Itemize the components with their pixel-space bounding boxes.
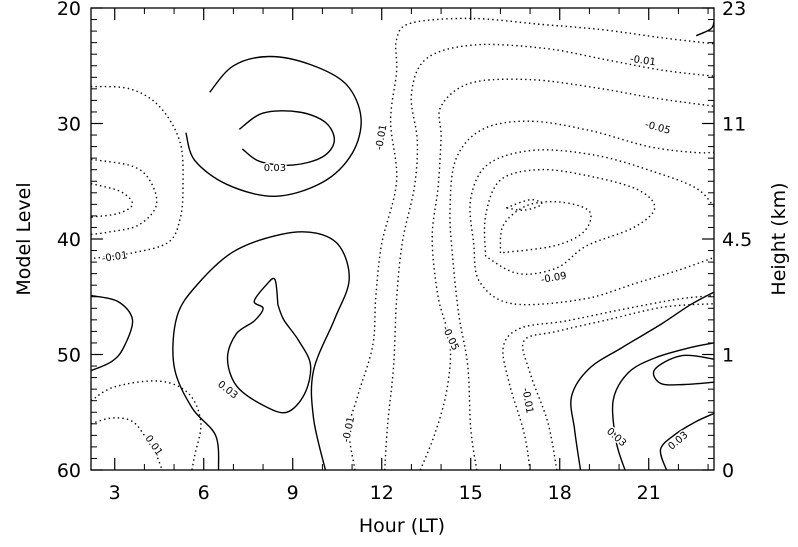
x-tick-label-6: 6 — [198, 482, 210, 504]
axes: 3 6 9 12 15 18 21 20 23 30 11 40 4.5 50 1 60 0 — [57, 0, 752, 504]
contour-dot-o — [91, 417, 163, 470]
y-tick-label-40: 40 — [57, 229, 81, 251]
contour-dot-d — [449, 120, 714, 470]
contour-solid-f — [570, 291, 714, 470]
contour-solid-h — [652, 354, 714, 386]
y-tick-label-50: 50 — [57, 345, 81, 367]
contour-label-5: -0.09 — [540, 271, 567, 286]
contour-label-10: -0.01 — [519, 387, 534, 414]
contour-label-6: -0.05 — [440, 324, 461, 352]
contour-label-8: 0.01 — [142, 433, 164, 458]
y2-tick-label-40: 4.5 — [722, 229, 752, 251]
contour-lines — [91, 17, 714, 470]
contour-label-12: 0.03 — [666, 430, 690, 453]
contour-dot-e — [469, 149, 714, 306]
y-axis-title: Model Level — [13, 182, 35, 295]
contour-label-3: -0.05 — [644, 119, 672, 136]
plot-frame — [90, 7, 715, 471]
y2-tick-label-30: 11 — [722, 114, 746, 136]
contour-dot-b — [384, 43, 714, 470]
contour-label-2: -0.01 — [629, 54, 656, 68]
contour-dot-l — [91, 158, 158, 236]
x-axis-title: Hour (LT) — [359, 515, 445, 537]
y2-tick-label-60: 0 — [722, 460, 734, 482]
x-tick-label-21: 21 — [637, 482, 661, 504]
contour-dot-c — [419, 78, 714, 470]
contour-label-4: -0.01 — [101, 250, 128, 264]
y2-tick-label-20: 23 — [722, 0, 746, 20]
contour-solid-j — [695, 21, 714, 37]
contour-solid-a — [185, 55, 362, 198]
contour-solid-e — [91, 294, 134, 372]
x-tick-label-15: 15 — [459, 482, 483, 504]
contour-dot-n — [91, 380, 202, 470]
contour-dot-m — [91, 182, 134, 218]
contour-solid-b — [238, 110, 336, 166]
contour-label-7: 0.03 — [215, 379, 239, 401]
x-tick-label-12: 12 — [370, 482, 394, 504]
y2-axis-title: Height (km) — [768, 182, 790, 295]
contour-label-0: 0.03 — [264, 163, 286, 174]
contour-dot-k — [91, 85, 184, 260]
x-tick-label-18: 18 — [548, 482, 572, 504]
y2-tick-label-50: 1 — [722, 345, 734, 367]
contour-solid-i — [659, 412, 714, 470]
contour-labels: 0.03 -0.01 -0.01 -0.05 -0.01 -0.09 -0.05 0.03 0.… — [100, 52, 692, 459]
x-tick-label-3: 3 — [109, 482, 121, 504]
contour-solid-c — [172, 231, 350, 470]
contour-solid-d — [226, 277, 312, 414]
contour-solid-g — [611, 342, 714, 470]
contour-label-9: -0.01 — [341, 416, 357, 444]
contour-label-11: 0.03 — [604, 426, 628, 449]
y-tick-label-30: 30 — [57, 114, 81, 136]
contour-dot-g — [499, 200, 592, 254]
y-tick-label-20: 20 — [57, 0, 81, 20]
contour-dot-f — [483, 168, 656, 275]
contour-label-1: -0.01 — [374, 124, 389, 151]
contour-dot-h — [506, 198, 543, 211]
y-tick-label-60: 60 — [57, 460, 81, 482]
x-tick-label-9: 9 — [287, 482, 299, 504]
